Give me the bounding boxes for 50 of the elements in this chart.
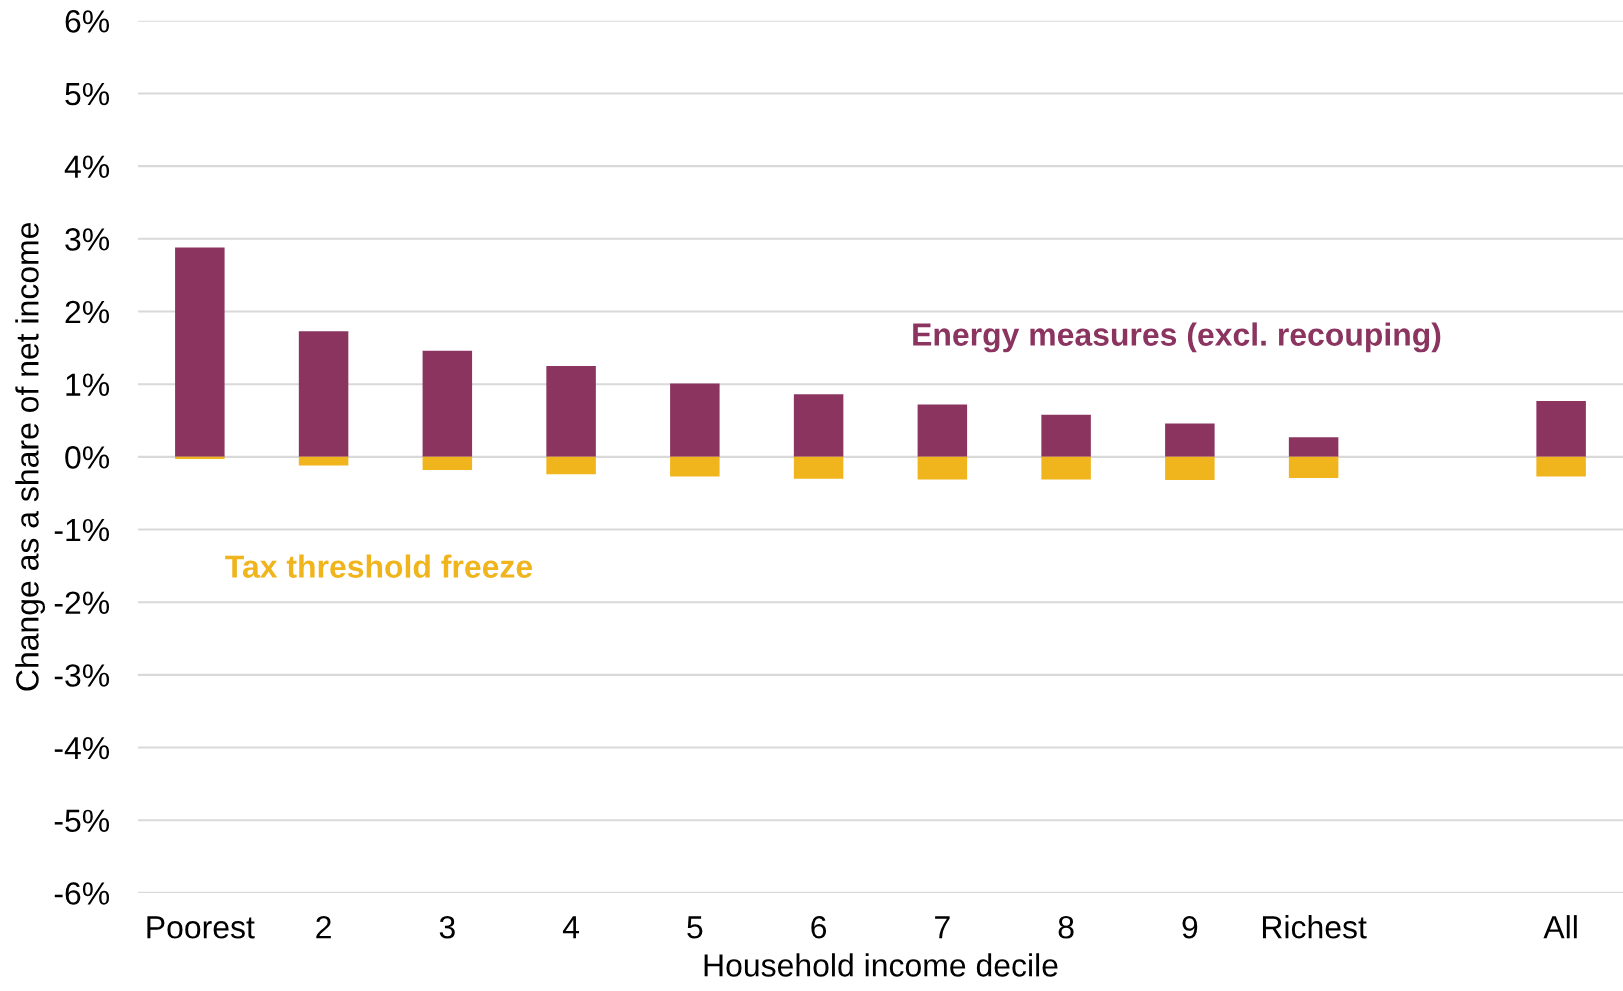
x-tick-label: 6 xyxy=(811,915,827,939)
bar xyxy=(917,404,968,457)
bar xyxy=(546,366,596,457)
bar xyxy=(1041,456,1091,480)
x-tick-label: 2 xyxy=(316,915,331,939)
x-tick-label: 9 xyxy=(1182,915,1198,939)
bar xyxy=(670,456,720,477)
y-tick-label: -6% xyxy=(54,882,110,905)
bar xyxy=(1288,437,1339,457)
y-tick-label: -1% xyxy=(54,518,110,542)
y-tick-label: 0% xyxy=(65,446,110,469)
y-tick-label: -2% xyxy=(54,591,110,614)
bar xyxy=(175,247,225,457)
x-tick-label: 7 xyxy=(935,916,950,939)
y-tick-label: 2% xyxy=(65,300,110,324)
series-label: Energy measures (excl. recouping) xyxy=(913,322,1441,353)
y-tick-label: -5% xyxy=(54,809,110,833)
y-tick-label: 6% xyxy=(65,10,110,33)
y-tick-label: 3% xyxy=(65,228,110,251)
bar xyxy=(917,456,968,480)
bar xyxy=(298,331,349,457)
y-tick-label: -3% xyxy=(54,664,110,687)
bar xyxy=(298,456,349,466)
x-axis-title: Household income decile xyxy=(704,953,1058,977)
bar xyxy=(1041,414,1091,457)
bar xyxy=(793,394,844,457)
y-tick-label: -4% xyxy=(54,736,110,760)
bar xyxy=(422,350,473,457)
x-tick-label: 8 xyxy=(1058,915,1074,939)
y-tick-label: 5% xyxy=(65,82,110,106)
bar xyxy=(175,456,225,460)
bar xyxy=(1536,400,1586,457)
x-tick-label: 5 xyxy=(687,916,703,939)
x-tick-label: 3 xyxy=(439,915,455,939)
y-tick-label: 4% xyxy=(64,155,110,178)
bar xyxy=(670,383,720,457)
x-tick-label: All xyxy=(1543,915,1577,939)
y-tick-label: 1% xyxy=(66,373,110,396)
bar xyxy=(1288,456,1339,478)
x-tick-label: Poorest xyxy=(147,916,255,939)
bar xyxy=(422,456,473,470)
bar xyxy=(793,456,844,479)
x-tick-label: Richest xyxy=(1262,915,1367,939)
x-tick-label: 4 xyxy=(562,916,580,939)
text: Tax threshold freeze xyxy=(225,554,533,578)
y-axis-title: Change as a share of net income xyxy=(15,222,46,691)
bar xyxy=(546,456,596,475)
bar xyxy=(1165,423,1215,457)
bar xyxy=(1165,456,1215,481)
bar xyxy=(1536,456,1586,477)
